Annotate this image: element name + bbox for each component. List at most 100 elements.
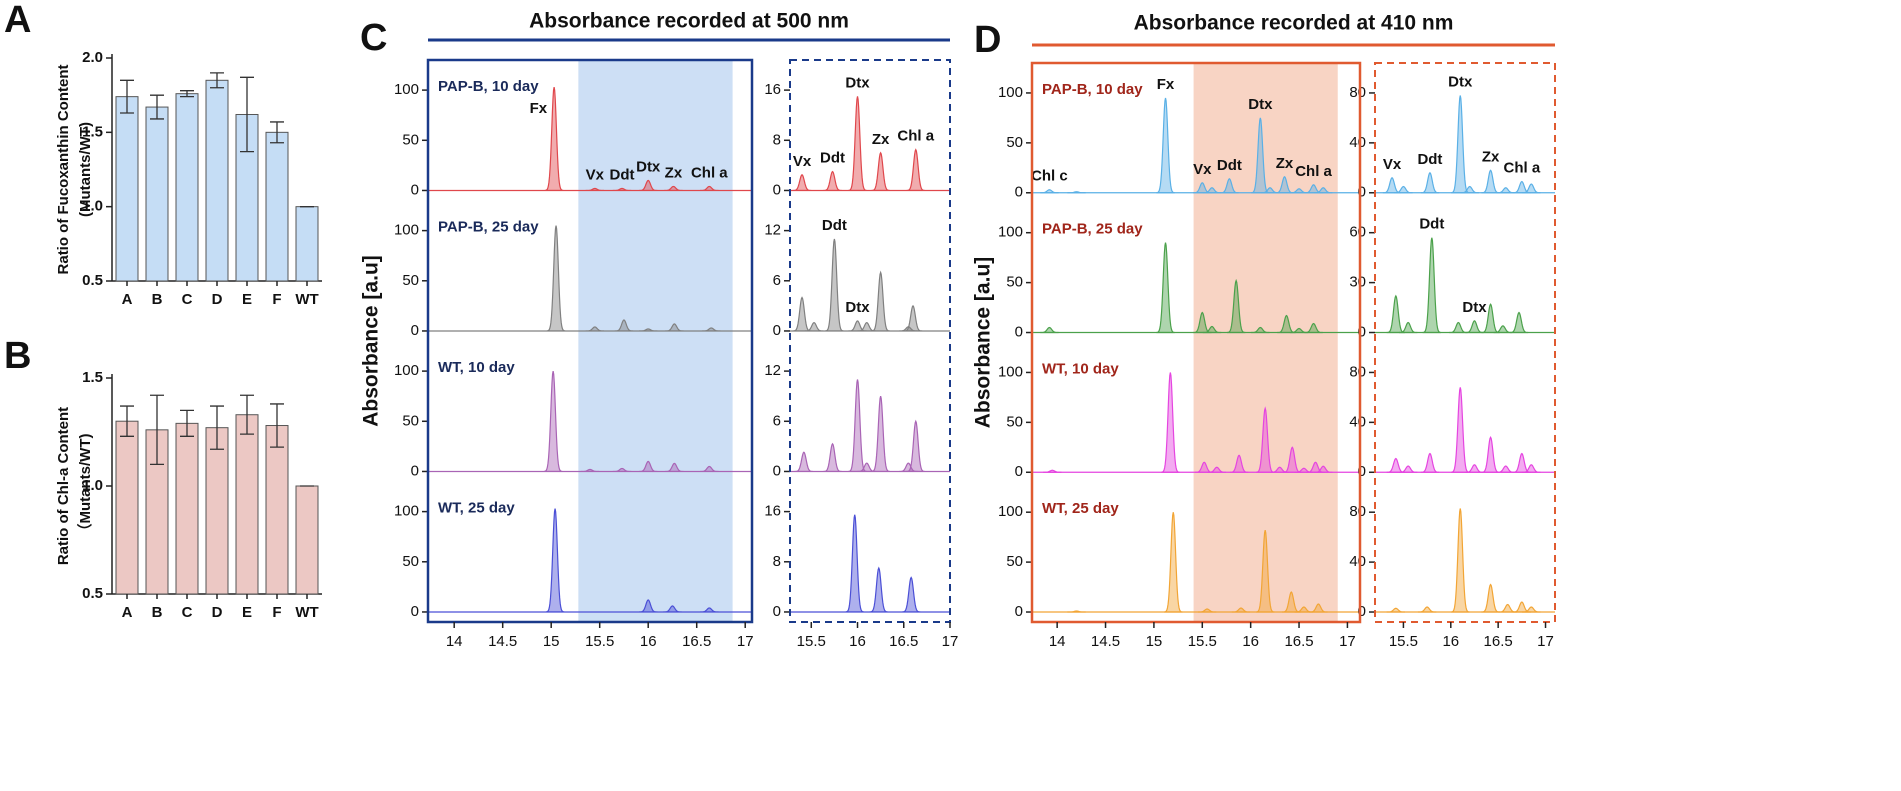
y-axis-label: Ratio of Chl-a Content (55, 407, 72, 565)
peak (1382, 177, 1402, 194)
y-tick-label: 50 (1006, 274, 1023, 291)
peak (585, 326, 605, 332)
peak (1481, 169, 1500, 194)
y-tick-label: 60 (1349, 224, 1366, 241)
peak-label: Ddt (822, 217, 847, 234)
x-tick-label: 16.5 (1484, 633, 1513, 650)
y-tick-label: 100 (998, 84, 1023, 101)
error-bar (150, 94, 164, 120)
y-tick-label: 100 (998, 503, 1023, 520)
y-tick-label: 0 (773, 322, 781, 339)
peak (871, 151, 890, 192)
peak (1451, 508, 1470, 613)
peak (1420, 171, 1440, 194)
y-tick-label: 12 (764, 222, 781, 239)
peak (1498, 603, 1517, 613)
x-tick-label: 17 (1537, 633, 1554, 650)
y-axis-label: Absorbance [a.u] (360, 255, 383, 427)
y-tick-label: 8 (773, 131, 781, 148)
peak (1231, 607, 1251, 613)
peak-label: Vx (1193, 161, 1212, 178)
y-axis-label: (Mutants/WT) (77, 122, 94, 217)
y-tick-label: 1.5 (82, 123, 103, 140)
y-tick-label: 100 (394, 362, 419, 379)
peak (1164, 512, 1183, 613)
peak (845, 514, 864, 613)
peak-label: Vx (793, 153, 812, 170)
peak (663, 605, 682, 613)
bar (235, 414, 259, 595)
peak (1481, 583, 1500, 613)
peak (664, 185, 683, 192)
y-tick-label: 0 (411, 322, 419, 339)
peak-label: Chl a (1503, 160, 1540, 177)
peak (901, 576, 921, 613)
y-tick-label: 0 (1015, 184, 1023, 201)
y-tick-label: 0 (773, 181, 781, 198)
peak-label: Ddt (1217, 157, 1242, 174)
peak (1493, 325, 1513, 334)
peak (1156, 97, 1175, 194)
x-tick-label: 16 (1442, 633, 1459, 650)
y-tick-label: 50 (402, 131, 419, 148)
peak-label: Vx (1383, 156, 1402, 173)
trace-name: WT, 10 day (438, 359, 515, 376)
peak (869, 566, 889, 613)
peak-label: Zx (1482, 148, 1500, 165)
peak (794, 451, 814, 473)
peak (639, 460, 658, 473)
peak-label: Zx (665, 164, 683, 181)
peak (1509, 311, 1529, 334)
bar (265, 425, 289, 595)
peak-label: Dtx (1248, 96, 1273, 113)
y-tick-label: 100 (394, 81, 419, 98)
peak (1422, 237, 1442, 334)
x-tick-label: F (272, 604, 281, 621)
trace-name: WT, 25 day (438, 499, 515, 516)
peak (1161, 372, 1180, 473)
peak (1067, 191, 1086, 194)
peak-label: Ddt (1419, 216, 1444, 233)
peak (1304, 322, 1323, 334)
y-tick-label: 0 (411, 462, 419, 479)
peak (700, 607, 719, 613)
error-bar (120, 79, 134, 114)
trace-name: WT, 25 day (1042, 500, 1119, 517)
peak (638, 599, 658, 613)
peak (580, 468, 600, 473)
x-tick-label: WT (295, 291, 318, 308)
peak (1067, 610, 1086, 613)
peak (871, 396, 890, 473)
y-tick-label: 100 (998, 363, 1023, 380)
peak (1449, 321, 1468, 334)
bar (205, 79, 229, 282)
inset-frame (1374, 62, 1556, 623)
peak (1420, 452, 1440, 473)
peak (700, 465, 719, 473)
trace-name: PAP-B, 25 day (1042, 221, 1143, 238)
bar (295, 485, 319, 595)
peak (1207, 466, 1227, 473)
error-bar (240, 76, 254, 153)
x-tick-label: 16.5 (682, 633, 711, 650)
peak (1522, 606, 1541, 613)
peak (1522, 464, 1541, 473)
x-tick-label: 15 (543, 633, 560, 650)
peak (612, 187, 632, 192)
error-bar (120, 405, 134, 437)
peak-label: Chl a (691, 164, 728, 181)
shaded-region (578, 60, 733, 622)
peak (1496, 465, 1515, 473)
error-bar (240, 394, 254, 435)
peak (545, 508, 565, 613)
y-tick-label: 50 (1006, 134, 1023, 151)
chart-title: Absorbance recorded at 410 nm (1134, 12, 1454, 35)
y-tick-label: 0 (1358, 323, 1366, 340)
peak (848, 379, 867, 473)
peak (543, 370, 563, 473)
bar (145, 106, 169, 282)
peak-label: Fx (1157, 76, 1175, 93)
y-tick-label: 80 (1349, 503, 1366, 520)
